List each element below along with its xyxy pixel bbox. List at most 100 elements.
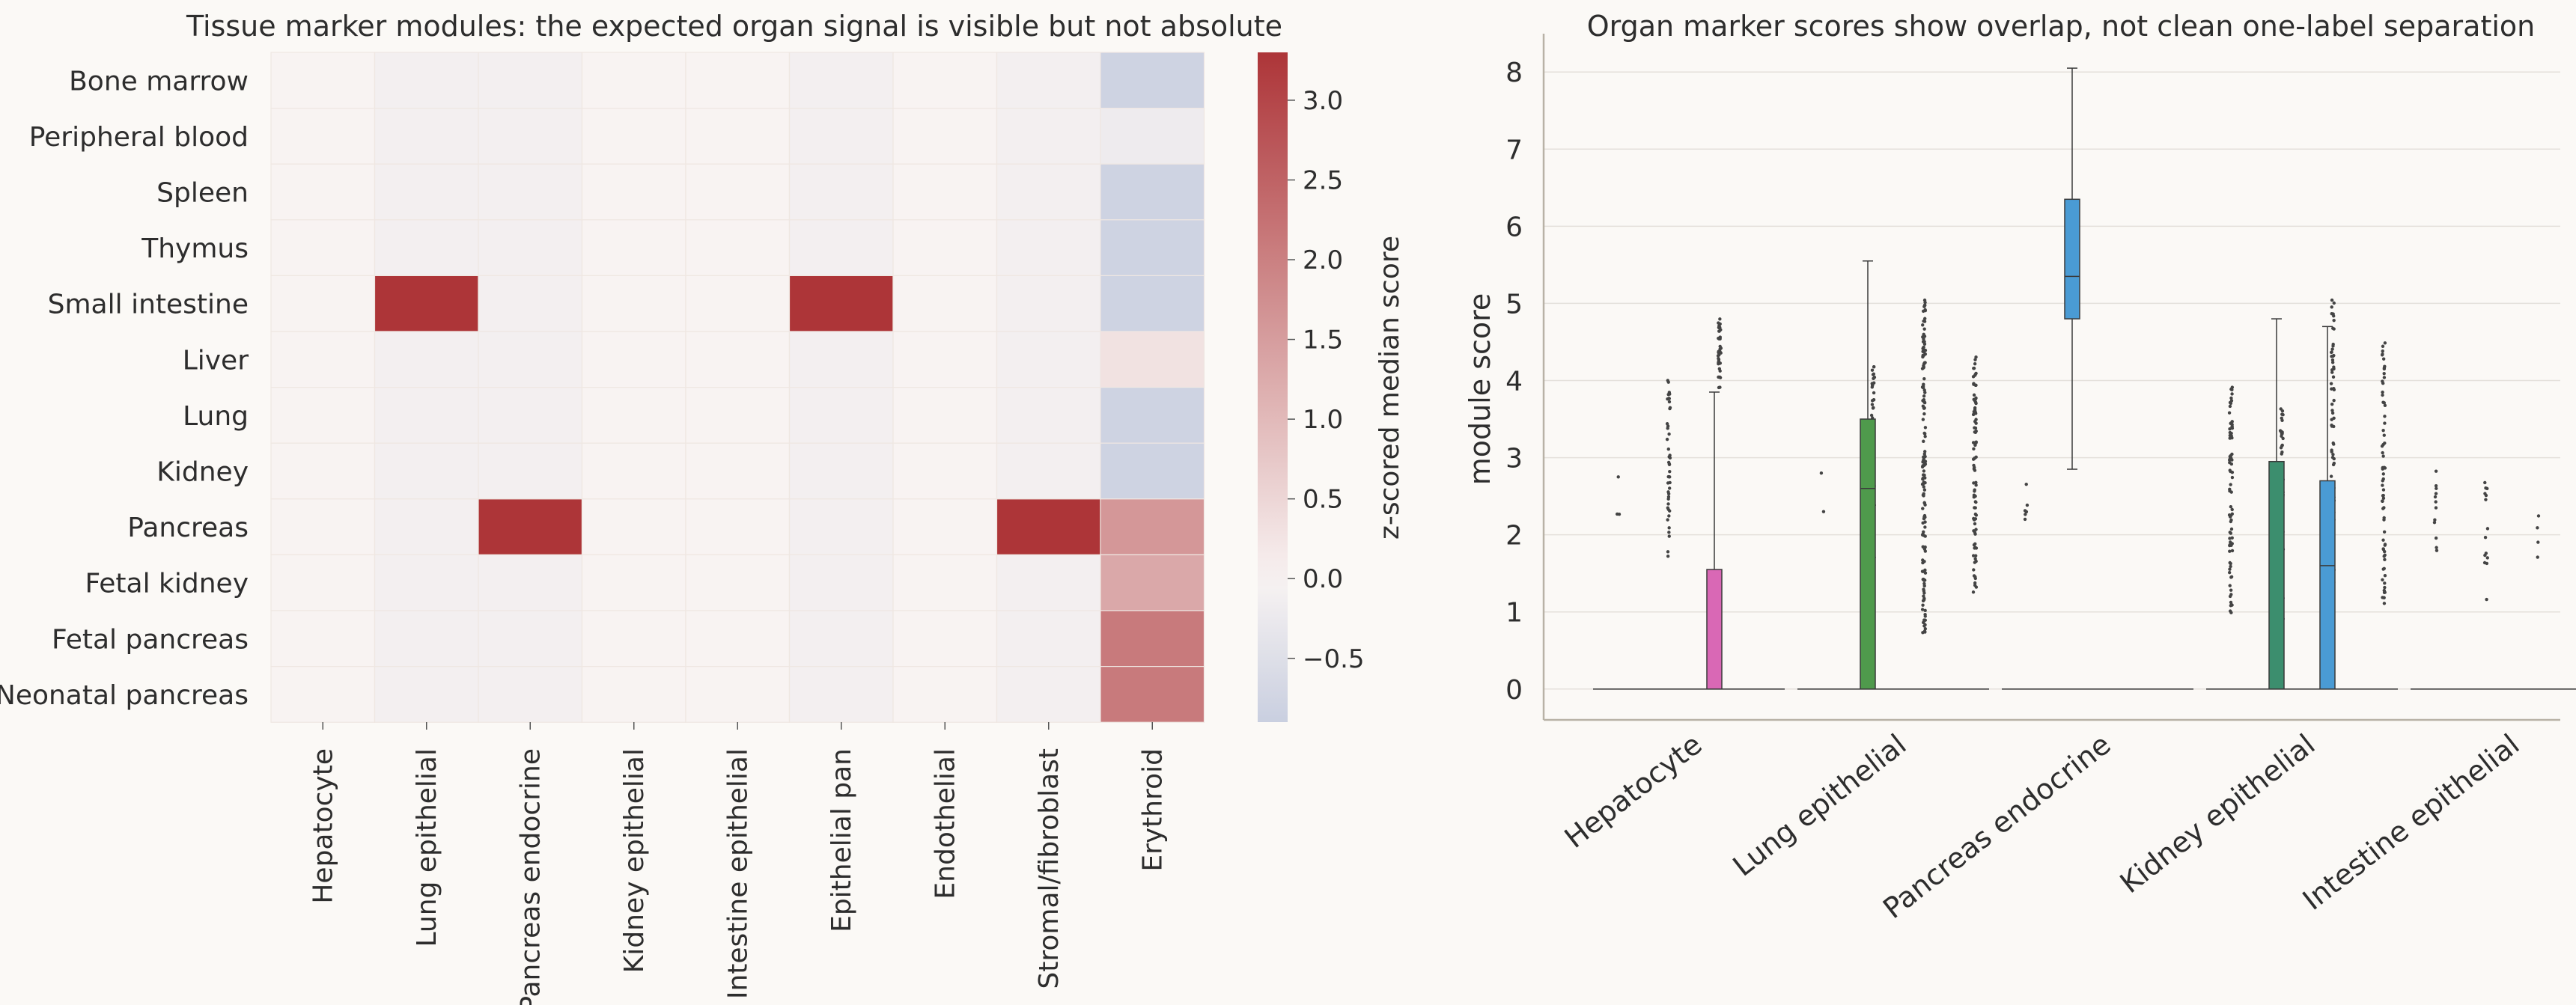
outlier-point	[1920, 608, 1925, 611]
outlier-point	[2229, 519, 2233, 524]
heatmap-cell	[1100, 442, 1205, 500]
heatmap-cell	[996, 52, 1101, 109]
outlier-point	[1921, 476, 1925, 480]
outlier-point	[2381, 454, 2385, 458]
outlier-point	[1923, 571, 1928, 575]
outlier-point	[1872, 376, 1877, 379]
heatmap-cells	[270, 52, 1205, 723]
outlier-point	[1668, 480, 1672, 485]
outlier-point	[2330, 402, 2334, 406]
outlier-point	[1922, 469, 1926, 473]
outlier-point	[1923, 361, 1927, 364]
outlier-point	[2381, 400, 2385, 404]
outlier-point	[2485, 527, 2490, 531]
outlier-point	[1923, 308, 1927, 312]
outlier-point	[2382, 530, 2387, 534]
outlier-point	[1921, 569, 1925, 573]
heatmap-cell	[685, 498, 791, 555]
heatmap-cell	[1100, 163, 1205, 221]
heatmap-cell	[1100, 665, 1205, 723]
heatmap-row-label: Bone marrow	[69, 66, 249, 97]
heatmap-cell	[374, 554, 479, 611]
heatmap-cell	[478, 219, 583, 276]
outlier-point	[1922, 452, 1927, 456]
heatmap-cell	[788, 108, 894, 165]
heatmap-cell	[788, 331, 894, 388]
outlier-point	[2382, 506, 2386, 510]
outlier-point	[2536, 540, 2540, 544]
outlier-point	[1973, 531, 1977, 534]
heatmap-column-label: Lung epithelial	[412, 748, 442, 947]
colorbar-tick-label: −0.5	[1303, 644, 1365, 674]
outlier-point	[2383, 441, 2387, 445]
outlier-point	[1668, 392, 1672, 396]
outlier-point	[2332, 365, 2336, 369]
heatmap-cell	[788, 163, 894, 221]
outlier-point	[1819, 471, 1824, 475]
outlier-point	[1923, 525, 1927, 529]
outlier-point	[1922, 587, 1925, 591]
outlier-point	[2331, 462, 2336, 467]
outlier-point	[2329, 474, 2333, 478]
outlier-point	[1666, 447, 1670, 451]
outlier-point	[1717, 324, 1721, 328]
y-tick-label: 6	[1505, 212, 1523, 242]
outlier-point	[2433, 495, 2438, 499]
outlier-point	[1718, 385, 1722, 389]
outlier-point	[2435, 549, 2439, 552]
heatmap-cell	[478, 610, 583, 668]
outlier-point	[2382, 372, 2386, 376]
outlier-point	[1923, 432, 1927, 436]
outlier-point	[1923, 627, 1928, 631]
outlier-point	[1971, 412, 1976, 417]
outlier-point	[2229, 611, 2233, 614]
heatmap-cell	[478, 442, 583, 500]
outlier-point	[2485, 597, 2488, 602]
heatmap-row-label: Neonatal pancreas	[0, 680, 249, 711]
heatmap-cell	[478, 52, 583, 109]
outlier-point	[2381, 349, 2384, 353]
y-tick-label: 2	[1505, 521, 1523, 552]
heatmap-cell	[892, 610, 998, 668]
heatmap-cell	[581, 219, 686, 276]
outlier-point	[2332, 353, 2336, 358]
outlier-point	[1974, 401, 1978, 406]
box	[1860, 418, 1876, 690]
heatmap-row-label: Liver	[183, 345, 249, 376]
outlier-point	[2381, 496, 2386, 501]
outlier-point	[1922, 485, 1925, 489]
heatmap-cell	[892, 442, 998, 500]
outlier-point	[1666, 492, 1671, 496]
heatmap-cell	[685, 442, 791, 500]
outlier-point	[1922, 439, 1925, 443]
outlier-point	[2330, 409, 2334, 412]
outlier-point	[2230, 549, 2235, 553]
outlier-point	[1666, 460, 1671, 465]
outlier-point	[2382, 518, 2386, 522]
outlier-point	[2536, 526, 2539, 530]
outlier-point	[2330, 418, 2333, 421]
heatmap-cell	[374, 386, 479, 444]
outlier-point	[1972, 516, 1976, 521]
heatmap-cell	[374, 665, 479, 723]
heatmap-cell	[996, 163, 1101, 221]
outlier-point	[1974, 483, 1978, 487]
heatmap-cell	[892, 108, 998, 165]
outlier-point	[1666, 550, 1670, 554]
outlier-point	[1972, 393, 1976, 397]
heatmap-cell	[892, 163, 998, 221]
outlier-point	[2383, 585, 2387, 590]
boxplot-outlier-points	[1616, 298, 2541, 635]
outlier-point	[1667, 526, 1671, 530]
heatmap-cell	[788, 554, 894, 611]
outlier-point	[1972, 447, 1976, 451]
outlier-point	[1718, 376, 1723, 379]
outlier-point	[1922, 494, 1925, 498]
colorbar-tick-label: 2.5	[1303, 165, 1343, 195]
heatmap-cell	[374, 163, 479, 221]
outlier-point	[1923, 630, 1927, 634]
heatmap-cell	[270, 275, 376, 332]
heatmap-column-label: Kidney epithelial	[619, 748, 650, 973]
outlier-point	[2381, 429, 2385, 433]
outlier-point	[2383, 421, 2387, 425]
